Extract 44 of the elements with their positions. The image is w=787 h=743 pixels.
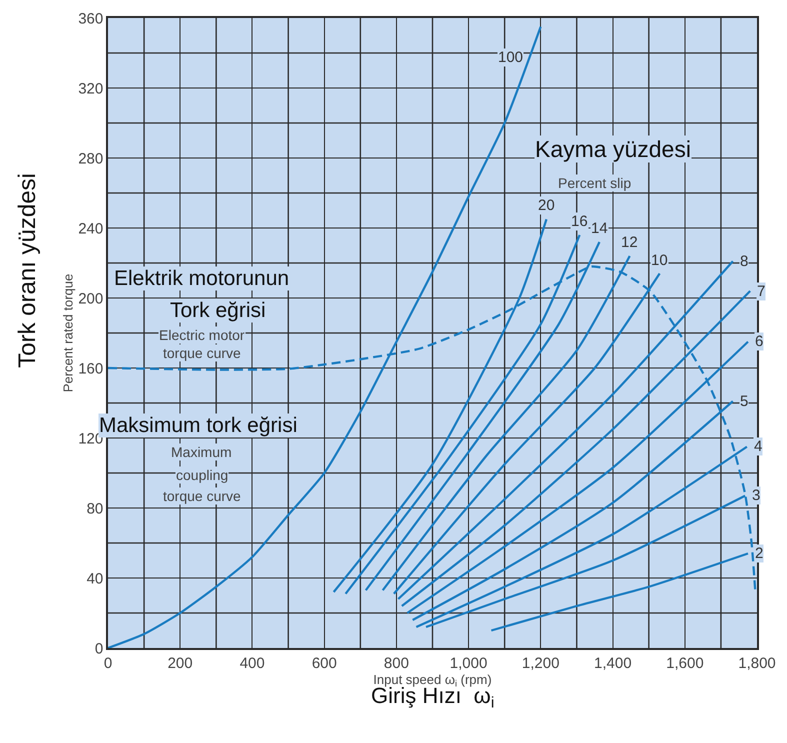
- series-label: 5: [740, 393, 748, 410]
- annotation: Percent slip: [558, 175, 632, 191]
- annotation: Elektrik motorunun: [114, 267, 290, 290]
- annotation: Maximum: [171, 444, 232, 460]
- series-label: 4: [754, 438, 762, 455]
- y-tick-label: 360: [78, 10, 104, 28]
- x-tick-label: 800: [384, 654, 409, 672]
- annotation: torque curve: [163, 488, 242, 504]
- annotation: Maksimum tork eğrisi: [99, 414, 298, 437]
- series-label: 20: [538, 197, 555, 214]
- x-tick-label: 1,000: [450, 654, 488, 672]
- annotation: Tork eğrisi: [170, 299, 266, 322]
- x-tick-label: 1,200: [522, 654, 560, 672]
- annotation: Electric motor: [159, 327, 245, 343]
- line-series: [490, 552, 750, 632]
- y-tick-label: 40: [86, 570, 104, 588]
- series-label: 12: [621, 234, 638, 251]
- series-label: 16: [571, 213, 588, 230]
- x-tick-label: 1,400: [594, 654, 632, 672]
- series-label: 3: [752, 487, 760, 504]
- y-axis-title: Percent rated torque: [60, 274, 76, 392]
- series-label: 8: [740, 253, 748, 270]
- y-tick-label: 280: [78, 150, 104, 168]
- series-label: 14: [591, 220, 608, 237]
- annotation: coupling: [176, 467, 228, 483]
- y-tick-label: 320: [78, 80, 104, 98]
- y-tick-label: 160: [78, 360, 104, 378]
- annotation: torque curve: [163, 345, 242, 361]
- y-tick-label: 0: [94, 640, 104, 658]
- y-tick-label: 200: [78, 290, 104, 308]
- x-tick-label: 1,800: [738, 654, 776, 672]
- x-tick-label: 1,600: [666, 654, 704, 672]
- x-tick-label: 400: [240, 654, 265, 672]
- series-label: 6: [755, 333, 764, 350]
- x-tick-label: 600: [312, 654, 337, 672]
- series-label: 100: [498, 49, 524, 66]
- annotation: Kayma yüzdesi: [535, 136, 691, 162]
- y-tick-label: 240: [78, 220, 104, 238]
- y-tick-label: 80: [86, 500, 104, 518]
- series-label: 7: [757, 283, 766, 300]
- series-label: 2: [755, 545, 764, 562]
- text: Tork oranı yüzdesi: [14, 173, 41, 368]
- series-label: 10: [651, 252, 668, 269]
- x-tick-label: 200: [168, 654, 193, 672]
